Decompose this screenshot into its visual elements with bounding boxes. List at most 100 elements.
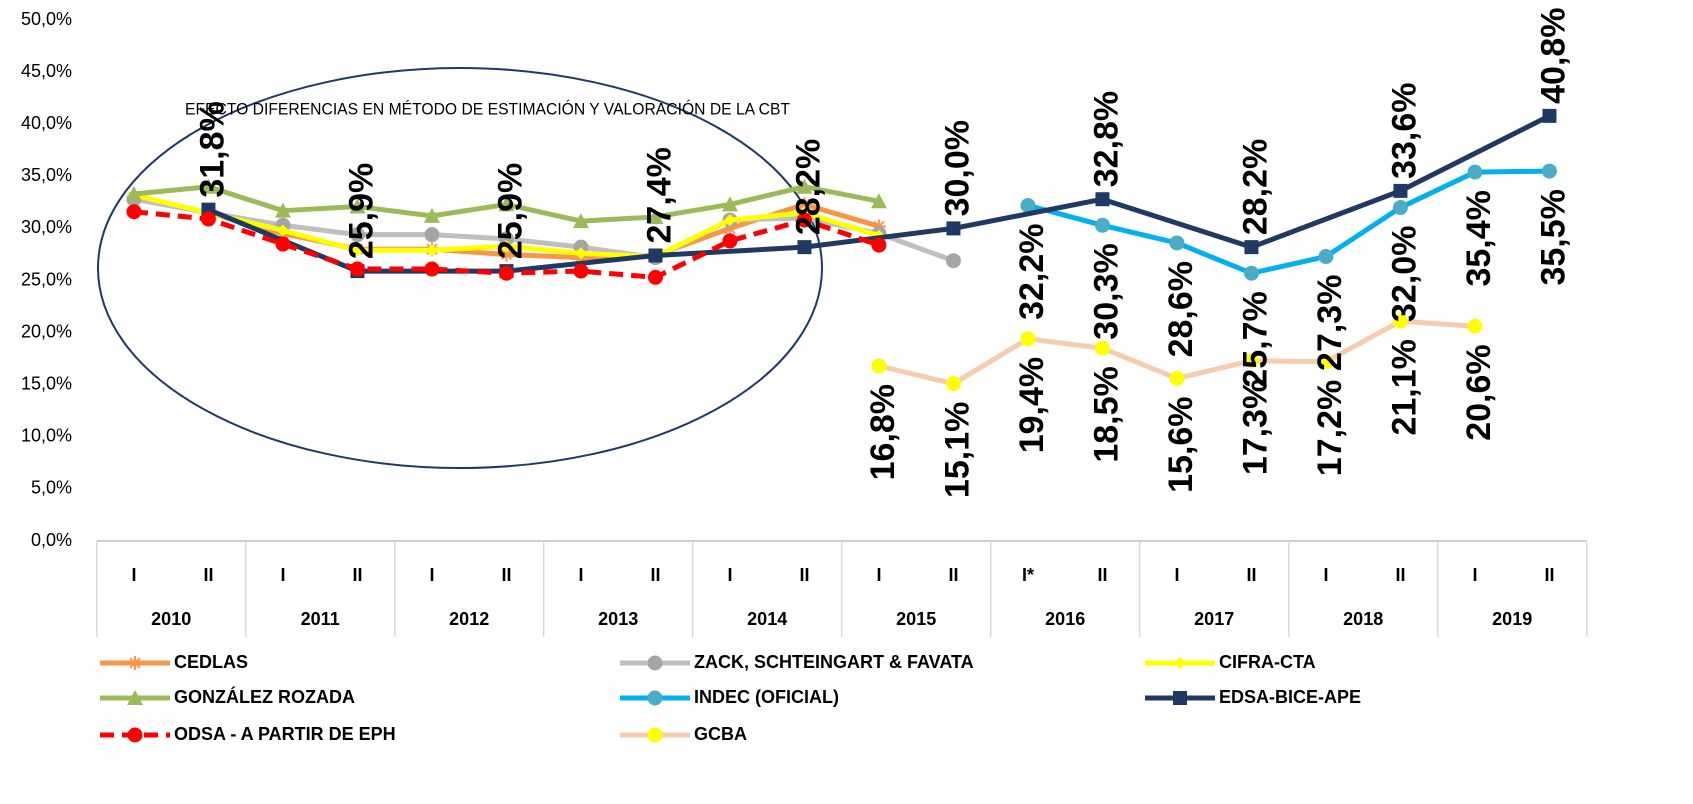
marker: [126, 204, 142, 220]
x-tick-label: I: [280, 565, 285, 585]
marker: [946, 221, 961, 236]
marker: [1467, 164, 1483, 180]
y-tick-label: 15,0%: [21, 373, 72, 393]
x-tick-label: II: [948, 565, 958, 585]
marker: [1244, 240, 1259, 255]
marker: [1542, 108, 1557, 123]
data-label: 28,6%: [1162, 261, 1200, 357]
legend-label: ZACK, SCHTEINGART & FAVATA: [694, 652, 974, 672]
x-group-label: 2015: [896, 609, 936, 629]
x-tick-label: II: [352, 565, 362, 585]
data-label: 25,9%: [342, 163, 380, 259]
marker: [722, 221, 737, 236]
marker: [1318, 354, 1334, 370]
marker: [200, 211, 216, 227]
marker: [647, 727, 663, 743]
legend-label: CEDLAS: [174, 652, 248, 672]
legend-label: ODSA - A PARTIR DE EPH: [174, 724, 396, 744]
x-tick-label: II: [1395, 565, 1405, 585]
marker: [1169, 370, 1185, 386]
data-label: 20,6%: [1460, 344, 1498, 440]
data-label: 31,8%: [193, 101, 231, 197]
marker: [499, 247, 514, 262]
marker: [500, 240, 513, 253]
data-label: 28,2%: [789, 139, 827, 235]
marker: [721, 196, 738, 212]
marker: [945, 376, 961, 392]
marker: [647, 690, 663, 706]
marker: [1094, 217, 1110, 233]
y-tick-label: 20,0%: [21, 321, 72, 341]
marker: [1020, 331, 1036, 347]
y-tick-label: 0,0%: [31, 530, 72, 550]
data-label: 30,0%: [938, 120, 976, 216]
highlight-ellipse: [97, 67, 823, 469]
x-group-label: 2018: [1343, 609, 1383, 629]
marker: [200, 178, 217, 194]
data-label: 28,2%: [1236, 139, 1274, 235]
marker: [349, 198, 366, 214]
marker: [498, 196, 515, 212]
marker: [796, 212, 812, 228]
data-label: 18,5%: [1087, 366, 1125, 462]
data-label: 35,5%: [1534, 189, 1572, 285]
x-group-label: 2014: [747, 609, 787, 629]
legend-label: GONZÁLEZ ROZADA: [174, 686, 355, 707]
marker: [351, 244, 364, 257]
data-label: 33,6%: [1385, 82, 1423, 178]
y-tick-label: 45,0%: [21, 61, 72, 81]
y-tick-label: 5,0%: [31, 478, 72, 498]
marker: [723, 214, 736, 227]
x-group-label: 2019: [1492, 609, 1532, 629]
marker: [125, 186, 142, 202]
data-label: 30,3%: [1087, 243, 1125, 339]
marker: [1173, 691, 1187, 705]
data-label: 17,3%: [1236, 379, 1274, 475]
marker: [1393, 183, 1408, 198]
x-tick-label: I: [727, 565, 732, 585]
marker: [274, 202, 291, 218]
marker: [648, 248, 663, 263]
marker: [1392, 313, 1408, 329]
series-line: [1027, 168, 1550, 276]
x-tick-label: I: [578, 565, 583, 585]
x-tick-label: II: [1097, 565, 1107, 585]
marker: [574, 247, 587, 260]
data-label: 15,1%: [938, 402, 976, 498]
y-tick-label: 25,0%: [21, 269, 72, 289]
marker: [276, 224, 289, 237]
legend-label: EDSA-BICE-APE: [1219, 687, 1361, 707]
x-group-label: 2017: [1194, 609, 1234, 629]
marker: [797, 240, 812, 255]
marker: [424, 261, 440, 277]
data-label: 19,4%: [1013, 357, 1051, 453]
data-label: 40,8%: [1534, 7, 1572, 103]
x-tick-label: I: [429, 565, 434, 585]
marker: [572, 213, 589, 229]
marker: [424, 227, 440, 243]
x-tick-label: I*: [1022, 565, 1034, 585]
data-label: 32,0%: [1385, 226, 1423, 322]
y-tick-label: 10,0%: [21, 426, 72, 446]
legend-label: GCBA: [694, 724, 747, 744]
x-group-label: 2012: [449, 609, 489, 629]
data-label: 27,3%: [1311, 275, 1349, 371]
marker: [573, 263, 589, 279]
marker: [1174, 657, 1186, 669]
marker: [796, 178, 813, 194]
marker: [1318, 249, 1334, 265]
y-tick-label: 50,0%: [21, 9, 72, 29]
marker: [870, 193, 887, 209]
y-tick-label: 30,0%: [21, 217, 72, 237]
data-label: 25,7%: [1236, 291, 1274, 387]
marker: [1243, 353, 1259, 369]
x-tick-label: II: [799, 565, 809, 585]
data-label: 32,2%: [1013, 223, 1051, 319]
x-tick-label: II: [501, 565, 511, 585]
y-tick-label: 40,0%: [21, 113, 72, 133]
x-tick-label: II: [1246, 565, 1256, 585]
x-tick-label: I: [876, 565, 881, 585]
marker: [1169, 235, 1185, 251]
marker: [722, 233, 738, 249]
